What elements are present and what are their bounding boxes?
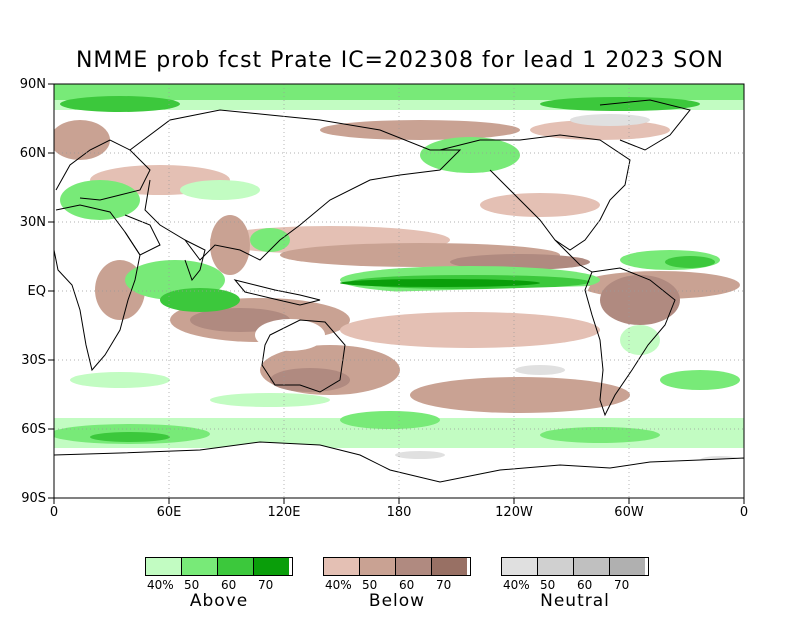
legend-swatch	[360, 558, 396, 575]
axis-ticks	[48, 83, 745, 504]
legend-tick: 40%	[147, 578, 174, 592]
legend-tick: 50	[184, 578, 200, 592]
legend-above: 40% 50 60 70 Above	[145, 557, 293, 611]
x-tick-label: 0	[739, 505, 749, 520]
y-tick-label: 60N	[19, 146, 46, 161]
legend-swatch	[396, 558, 432, 575]
y-tick-label: EQ	[27, 284, 46, 299]
australia-outline	[261, 319, 346, 393]
legend-swatch	[218, 558, 254, 575]
antarctica	[54, 441, 744, 498]
india-outline	[184, 239, 206, 282]
legend-swatch	[538, 558, 574, 575]
legend-tick: 60	[399, 578, 415, 592]
map-title: NMME prob fcst Prate IC=202308 for lead …	[75, 48, 725, 73]
central-america-outline	[554, 239, 593, 273]
legend-swatch	[324, 558, 360, 575]
graticule	[54, 84, 744, 498]
legend-swatch	[182, 558, 218, 575]
legend-tick: 50	[540, 578, 556, 592]
x-tick-label: 60E	[156, 505, 182, 520]
legend-swatch	[502, 558, 538, 575]
africa-outline	[54, 204, 141, 372]
legend-tick: 70	[614, 578, 630, 592]
x-tick-label: 120W	[495, 505, 533, 520]
legend-swatches	[145, 557, 293, 576]
legend-swatch	[432, 558, 467, 575]
legend-tick: 40%	[503, 578, 530, 592]
above-tropics	[60, 137, 720, 355]
x-tick-label: 60W	[614, 505, 644, 520]
indonesia-outline	[233, 279, 321, 306]
legend-tick: 60	[577, 578, 593, 592]
legend-tick: 70	[436, 578, 452, 592]
y-tick-label: 30N	[19, 215, 46, 230]
legend-swatches	[501, 557, 649, 576]
legend-tick: 50	[362, 578, 378, 592]
north-america-outline	[439, 134, 631, 251]
x-tick-label: 120E	[267, 505, 301, 520]
y-tick-label: 30S	[21, 353, 46, 368]
greenland-outline	[599, 99, 691, 151]
legend-swatch	[610, 558, 645, 575]
legend-category-label: Neutral	[540, 591, 610, 611]
legend-swatches	[323, 557, 471, 576]
legend-swatch	[574, 558, 610, 575]
legend-tick: 70	[258, 578, 274, 592]
arabia-outline	[124, 214, 161, 256]
legend-category-label: Above	[189, 591, 249, 611]
x-tick-label: 180	[386, 505, 412, 520]
legend-swatch	[254, 558, 289, 575]
legend-below: 40% 50 60 70 Below	[323, 557, 471, 611]
y-tick-label: 90S	[21, 491, 46, 506]
legend-tick: 60	[221, 578, 237, 592]
legend-tick: 40%	[325, 578, 352, 592]
legend-swatch	[146, 558, 182, 575]
y-tick-label: 60S	[21, 422, 46, 437]
south-america-outline	[584, 267, 676, 417]
coastlines	[54, 99, 691, 417]
europe-outline	[55, 139, 151, 201]
y-tick-label: 90N	[19, 77, 46, 92]
neutral-patches	[395, 114, 740, 464]
neutral-gap-australia	[255, 319, 325, 351]
x-tick-label: 0	[49, 505, 59, 520]
legend-neutral: 40% 50 60 70 Neutral	[501, 557, 649, 611]
asia-outline	[129, 109, 462, 261]
legend-category-label: Below	[368, 591, 426, 611]
